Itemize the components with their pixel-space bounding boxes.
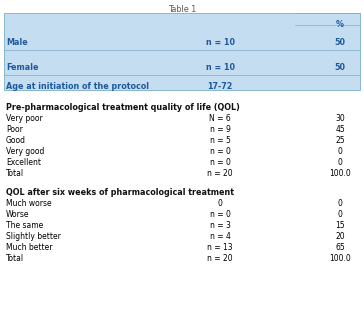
Text: 100.0: 100.0 — [329, 169, 351, 178]
Text: Total: Total — [6, 254, 24, 263]
Text: Poor: Poor — [6, 125, 23, 134]
Text: 0: 0 — [337, 210, 343, 219]
Text: 50: 50 — [335, 63, 345, 72]
Text: Female: Female — [6, 63, 39, 72]
Text: Male: Male — [6, 38, 28, 47]
Text: 20: 20 — [335, 232, 345, 241]
Text: Very poor: Very poor — [6, 114, 43, 123]
Text: 25: 25 — [335, 136, 345, 145]
Text: Good: Good — [6, 136, 26, 145]
Text: 0: 0 — [218, 199, 222, 208]
Text: 0: 0 — [337, 147, 343, 156]
Text: 65: 65 — [335, 243, 345, 252]
Text: n = 20: n = 20 — [207, 169, 233, 178]
Text: n = 0: n = 0 — [210, 158, 230, 167]
Text: Slightly better: Slightly better — [6, 232, 61, 241]
Text: Age at initiation of the protocol: Age at initiation of the protocol — [6, 82, 149, 91]
Text: 50: 50 — [335, 38, 345, 47]
Text: 100.0: 100.0 — [329, 254, 351, 263]
Text: Excellent: Excellent — [6, 158, 41, 167]
Text: n = 3: n = 3 — [210, 221, 230, 230]
Text: N = 6: N = 6 — [209, 114, 231, 123]
Text: QOL after six weeks of pharmacological treatment: QOL after six weeks of pharmacological t… — [6, 188, 234, 197]
Text: n = 10: n = 10 — [206, 63, 234, 72]
Text: 15: 15 — [335, 221, 345, 230]
Text: Total: Total — [6, 169, 24, 178]
Text: Table 1: Table 1 — [168, 5, 196, 14]
Text: The same: The same — [6, 221, 43, 230]
Text: Worse: Worse — [6, 210, 29, 219]
Bar — [4, 13, 360, 90]
Text: n = 9: n = 9 — [210, 125, 230, 134]
Text: 17-72: 17-72 — [207, 82, 233, 91]
Text: n = 0: n = 0 — [210, 210, 230, 219]
Text: n = 20: n = 20 — [207, 254, 233, 263]
Text: 45: 45 — [335, 125, 345, 134]
Text: Pre-pharmacological treatment quality of life (QOL): Pre-pharmacological treatment quality of… — [6, 103, 240, 112]
Text: n = 13: n = 13 — [207, 243, 233, 252]
Text: 0: 0 — [337, 158, 343, 167]
Text: 30: 30 — [335, 114, 345, 123]
Text: n = 4: n = 4 — [210, 232, 230, 241]
Text: Much better: Much better — [6, 243, 52, 252]
Text: n = 5: n = 5 — [210, 136, 230, 145]
Text: 0: 0 — [337, 199, 343, 208]
Text: %: % — [336, 20, 344, 29]
Text: Much worse: Much worse — [6, 199, 52, 208]
Text: Very good: Very good — [6, 147, 44, 156]
Text: n = 0: n = 0 — [210, 147, 230, 156]
Text: n = 10: n = 10 — [206, 38, 234, 47]
